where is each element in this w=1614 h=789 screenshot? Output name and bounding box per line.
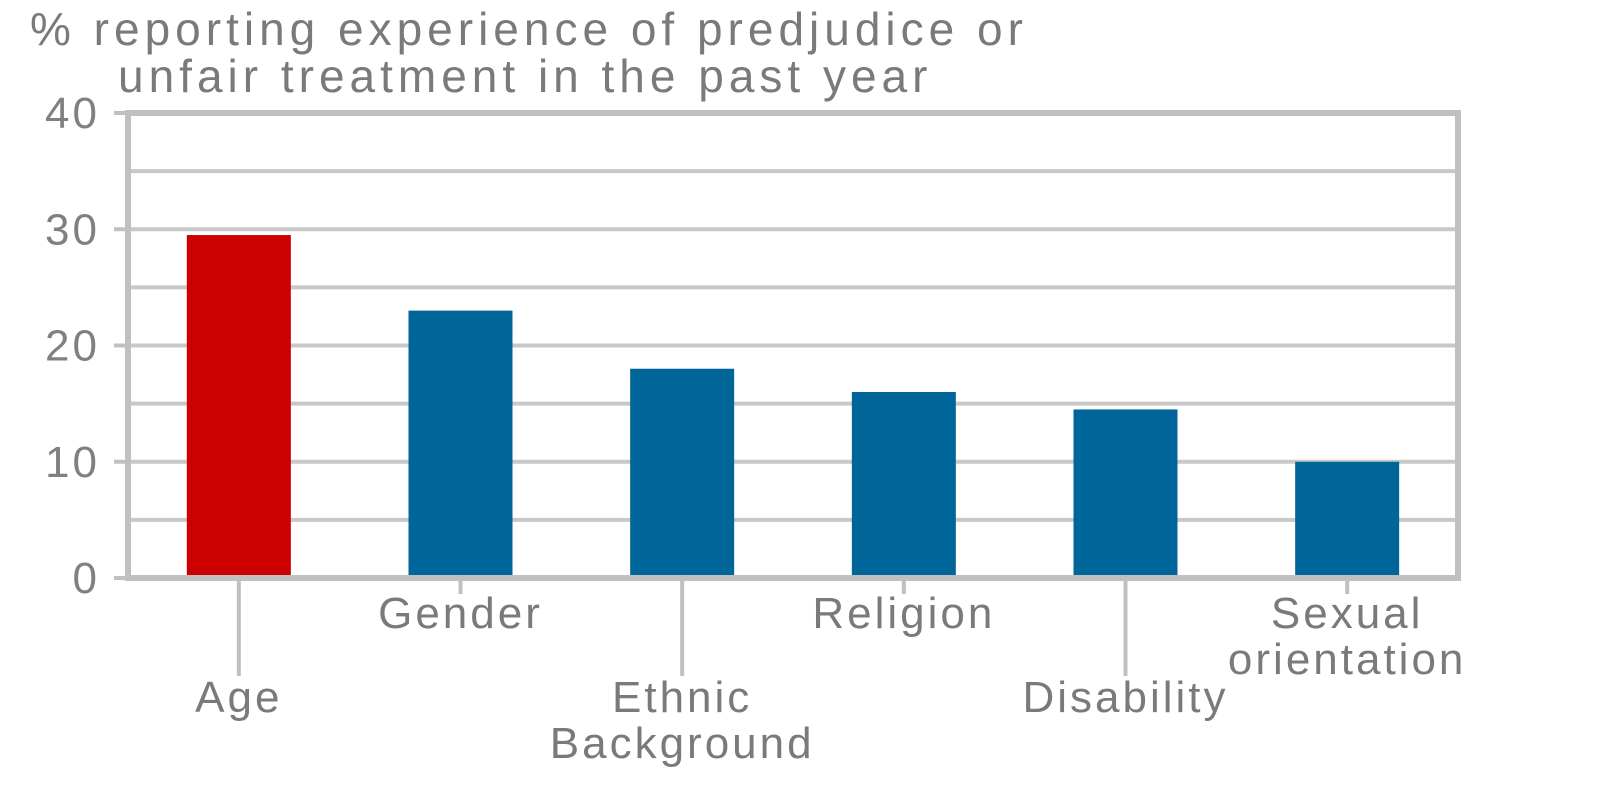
bar-disability xyxy=(1073,409,1178,578)
bar-sexual-orientation xyxy=(1295,461,1400,578)
x-category-label: Disability xyxy=(1022,673,1228,722)
bar-age xyxy=(186,235,291,578)
x-category-label: Religion xyxy=(812,589,995,638)
bar-gender xyxy=(408,310,513,578)
bar-religion xyxy=(851,392,956,578)
x-category-label: Ethnic xyxy=(612,673,752,722)
axes xyxy=(114,110,1461,676)
y-tick-labels: 0 10 20 30 40 xyxy=(45,89,100,603)
chart-title: % reporting experience of predjudice or … xyxy=(30,3,1028,102)
y-tick-label: 30 xyxy=(45,205,100,254)
plot-frame xyxy=(125,110,1461,581)
gridlines xyxy=(128,169,1458,522)
x-category-label: Gender xyxy=(378,589,543,638)
chart-title-line-1: % reporting experience of predjudice or xyxy=(30,3,1028,55)
x-category-label: Background xyxy=(550,719,815,768)
y-tick-label: 20 xyxy=(45,322,100,371)
x-category-label: Age xyxy=(195,673,282,722)
y-tick-label: 40 xyxy=(45,89,100,138)
x-category-label: Sexual xyxy=(1271,589,1424,638)
bars xyxy=(186,235,1400,578)
x-category-label: orientation xyxy=(1228,635,1466,684)
chart-title-line-2: unfair treatment in the past year xyxy=(118,50,932,102)
y-tick-label: 10 xyxy=(45,438,100,487)
bar-ethnic-background xyxy=(630,368,735,578)
y-tick-label: 0 xyxy=(73,554,100,603)
